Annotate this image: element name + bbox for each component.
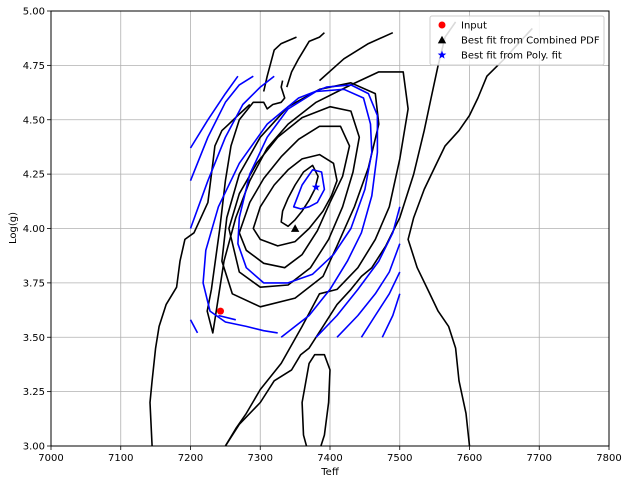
x-tick-label: 7700: [527, 453, 552, 464]
contour-line: [318, 31, 394, 82]
legend-box: [429, 15, 605, 66]
y-tick-label: 4.25: [23, 170, 45, 181]
contour-line: [280, 164, 319, 228]
triangle-marker: [290, 224, 300, 232]
y-axis-label: Log(g): [8, 212, 19, 244]
y-tick-label: 3.50: [23, 333, 45, 344]
x-tick-label: 7000: [38, 453, 63, 464]
y-tick-label: 4.00: [23, 224, 45, 235]
contour-line: [202, 84, 379, 338]
y-tick-label: 4.75: [23, 61, 45, 72]
contour-line: [237, 88, 373, 284]
legend-label: Best fit from Combined PDF: [461, 36, 600, 47]
contour-line: [292, 169, 326, 210]
contour-line: [238, 125, 351, 269]
y-tick-label: 3.00: [23, 442, 45, 453]
circle-marker: [216, 307, 224, 315]
contour-line: [206, 71, 409, 446]
contour-line: [252, 153, 338, 247]
legend-marker-circle: [438, 21, 446, 29]
contour-line: [360, 271, 401, 338]
contour-line: [381, 293, 401, 338]
star-marker: [311, 182, 321, 191]
contour-line: [189, 319, 199, 334]
x-tick-label: 7500: [387, 453, 412, 464]
y-tick-label: 4.50: [23, 115, 45, 126]
contour-line: [286, 32, 325, 88]
legend: Input Best fit from Combined PDF Best fit …: [429, 15, 605, 66]
legend-marker-star: [437, 50, 447, 59]
contour-line: [189, 75, 254, 181]
x-tick-label: 7600: [457, 453, 482, 464]
contour-line: [221, 82, 380, 308]
x-tick-label: 7300: [248, 453, 273, 464]
legend-marker-triangle: [437, 35, 447, 44]
contour-line: [228, 105, 361, 289]
legend-label: Input: [461, 21, 487, 32]
y-tick-label: 3.75: [23, 278, 45, 289]
contour-line: [407, 27, 533, 446]
contour-line: [262, 36, 297, 92]
x-tick-label: 7800: [596, 453, 621, 464]
contour-line: [218, 314, 236, 321]
contour-line: [336, 243, 401, 338]
x-tick-label: 7400: [317, 453, 342, 464]
contour-line: [189, 75, 275, 229]
contour-line: [315, 206, 401, 338]
contour-lines: [149, 21, 533, 446]
y-tick-label: 3.25: [23, 387, 45, 398]
data-markers: [216, 182, 321, 315]
x-tick-label: 7200: [178, 453, 203, 464]
x-axis-ticks: 7000 7100 7200 7300 7400 7500 7600 7700 7800: [38, 446, 622, 464]
legend-label: Best fit from Poly. fit: [461, 51, 562, 62]
y-tick-label: 5.00: [23, 7, 45, 18]
x-tick-label: 7100: [108, 453, 133, 464]
contour-line: [224, 21, 457, 446]
contour-line: [301, 353, 331, 446]
contour-line: [189, 75, 239, 149]
y-axis-ticks: 3.00 3.25 3.50 3.75 4.00 4.25 4.50 4.75 5.00: [23, 7, 51, 453]
contour-line: [149, 103, 251, 446]
x-axis-label: Teff: [320, 467, 340, 478]
